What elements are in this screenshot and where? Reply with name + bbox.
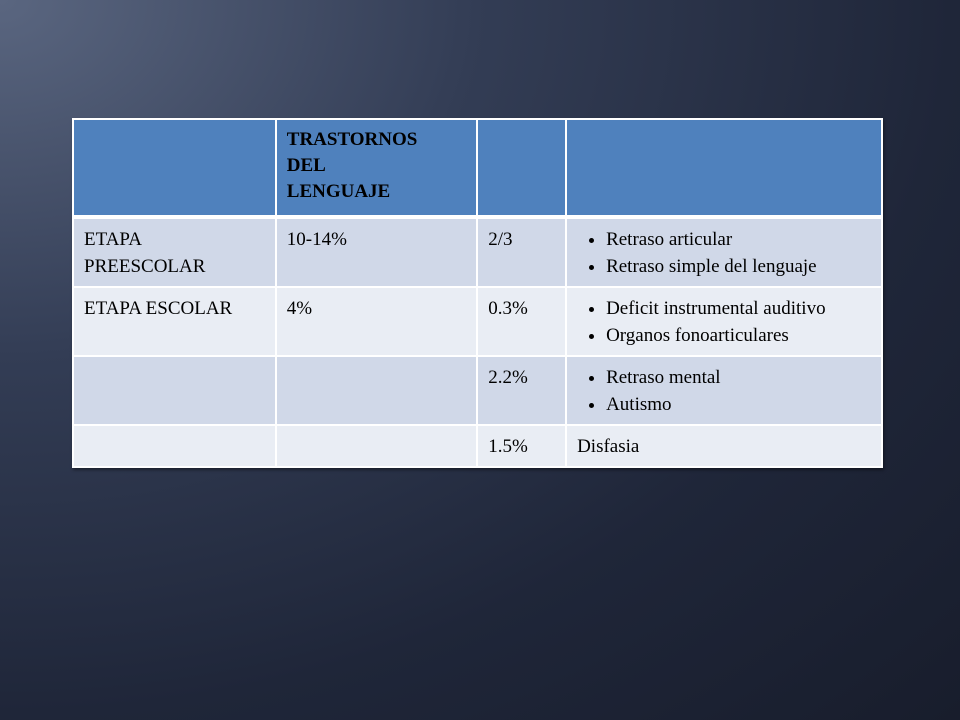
- prevalence-cell: [274, 355, 479, 426]
- ratio-cell: 1.5%: [476, 424, 568, 468]
- table-row: 1.5% Disfasia: [72, 424, 883, 468]
- ratio-cell: 2.2%: [476, 355, 568, 426]
- table-row: 2.2%Retraso mentalAutismo: [72, 355, 883, 426]
- ratio-cell: 0.3%: [476, 286, 568, 357]
- header-cell: [72, 118, 277, 219]
- table-body: TRASTORNOS DEL LENGUAJE ETAPA PREESCOLAR…: [72, 118, 883, 468]
- ratio-cell: 2/3: [476, 216, 568, 288]
- stage-cell: ETAPA ESCOLAR: [72, 286, 277, 357]
- disorder-list: Retraso mentalAutismo: [577, 364, 872, 418]
- disorder-cell: Disfasia: [565, 424, 883, 468]
- disorder-list: Retraso articularRetraso simple del leng…: [577, 226, 872, 280]
- disorder-item: Autismo: [606, 391, 872, 418]
- disorder-cell: Retraso mentalAutismo: [565, 355, 883, 426]
- header-title: TRASTORNOS DEL LENGUAJE: [286, 129, 418, 202]
- prevalence-cell: [274, 424, 479, 468]
- prevalence-cell: 4%: [274, 286, 479, 357]
- header-cell: [476, 118, 568, 219]
- disorder-item: Retraso simple del lenguaje: [606, 253, 872, 280]
- disorder-cell: Deficit instrumental auditivoOrganos fon…: [565, 286, 883, 357]
- disorder-item: Organos fonoarticulares: [606, 322, 872, 349]
- disorder-item: Retraso mental: [606, 364, 872, 391]
- data-table: TRASTORNOS DEL LENGUAJE ETAPA PREESCOLAR…: [72, 118, 883, 468]
- header-cell: TRASTORNOS DEL LENGUAJE: [274, 118, 479, 219]
- stage-cell: [72, 424, 277, 468]
- disorder-item: Retraso articular: [606, 226, 872, 253]
- disorder-text: Disfasia: [577, 436, 640, 457]
- stage-cell: [72, 355, 277, 426]
- header-cell: [565, 118, 883, 219]
- prevalence-cell: 10-14%: [274, 216, 479, 288]
- disorder-cell: Retraso articularRetraso simple del leng…: [565, 216, 883, 288]
- stage-text: ETAPA ESCOLAR: [84, 298, 233, 319]
- stage-cell: ETAPA PREESCOLAR: [72, 216, 277, 288]
- disorder-list: Deficit instrumental auditivoOrganos fon…: [577, 295, 872, 349]
- disorder-item: Deficit instrumental auditivo: [606, 295, 872, 322]
- stage-text: ETAPA PREESCOLAR: [84, 229, 206, 277]
- header-row: TRASTORNOS DEL LENGUAJE: [72, 118, 883, 219]
